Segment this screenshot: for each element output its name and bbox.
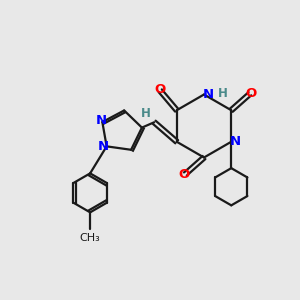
Text: N: N: [98, 140, 109, 153]
Text: H: H: [141, 107, 151, 120]
Text: N: N: [95, 114, 106, 127]
Text: O: O: [154, 83, 166, 96]
Text: O: O: [246, 87, 257, 100]
Text: H: H: [218, 86, 227, 100]
Text: N: N: [203, 88, 214, 101]
Text: O: O: [178, 167, 190, 181]
Text: N: N: [229, 135, 240, 148]
Text: CH₃: CH₃: [80, 233, 101, 243]
